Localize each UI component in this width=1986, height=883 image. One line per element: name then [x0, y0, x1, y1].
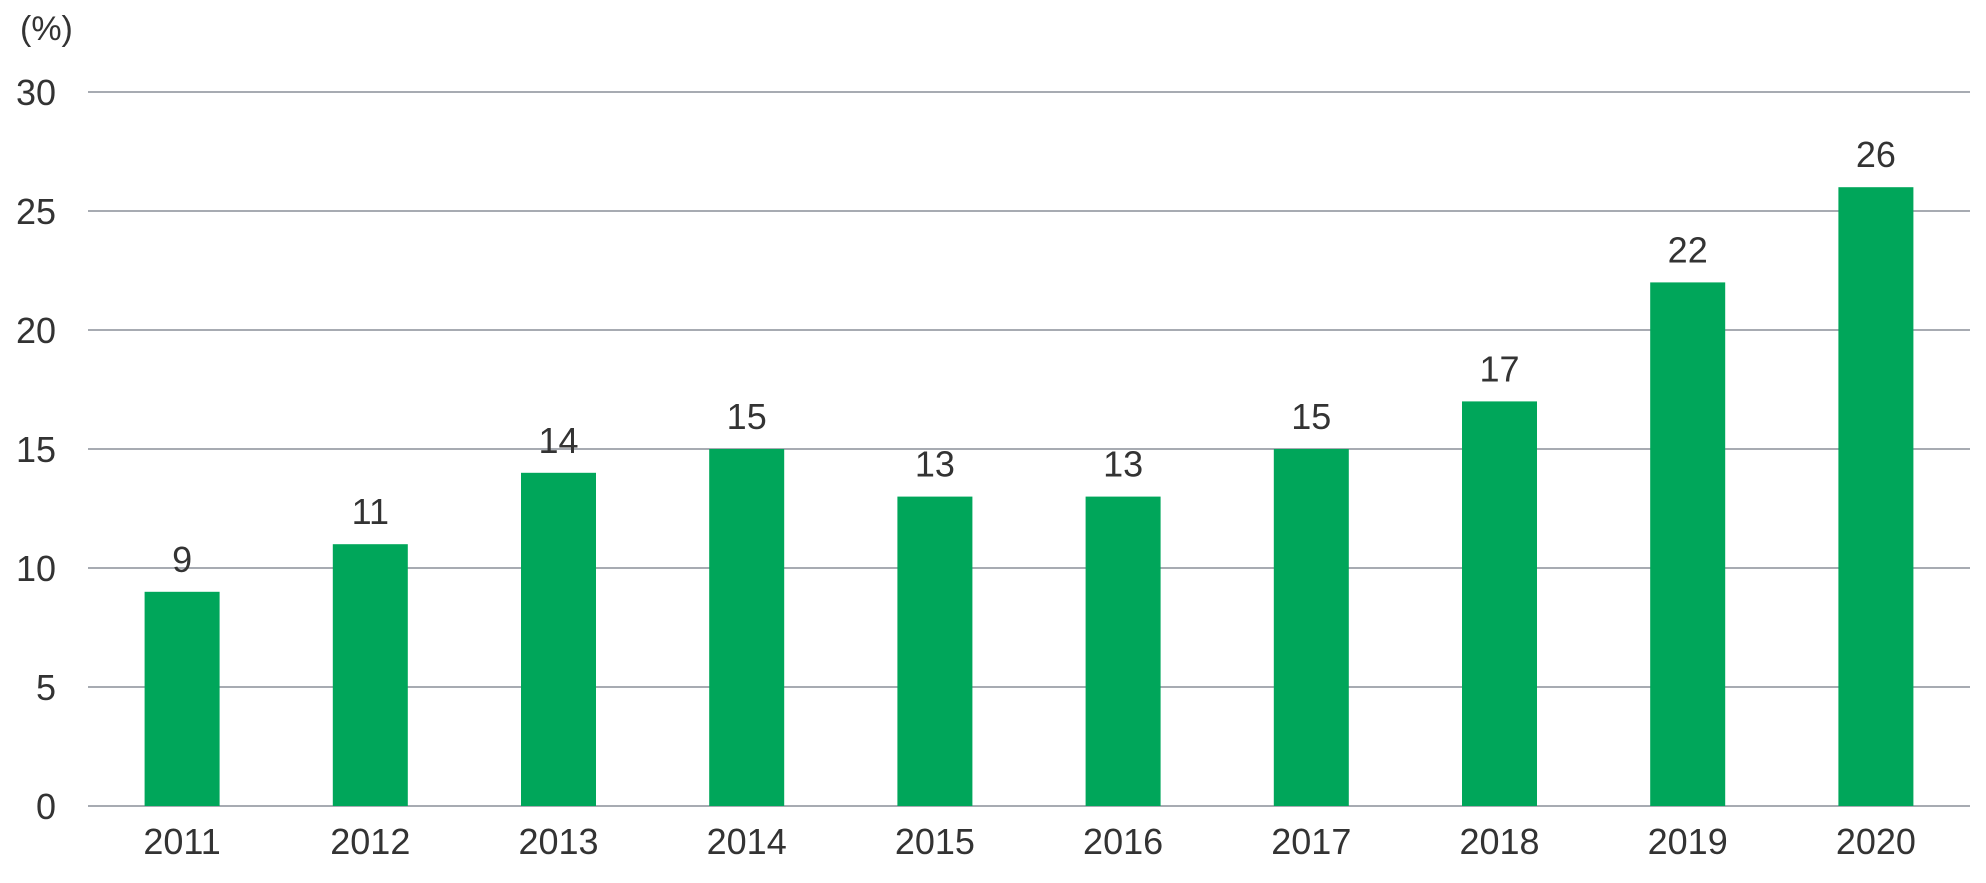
bars	[144, 187, 1914, 806]
y-axis-tick-labels: 0 5 10 15 20 25 30	[16, 72, 56, 827]
data-label: 9	[172, 539, 192, 580]
x-tick-label: 2011	[143, 821, 220, 862]
data-label: 11	[352, 491, 389, 532]
bar-2014	[709, 449, 785, 806]
data-label: 13	[915, 444, 955, 485]
data-labels: 9 11 14 15 13 13 15 17 22 26	[172, 134, 1896, 580]
bar-2019	[1650, 282, 1726, 806]
x-tick-label: 2012	[330, 821, 410, 862]
y-tick-label: 0	[36, 786, 56, 827]
y-tick-label: 15	[16, 429, 56, 470]
bar-2017	[1273, 449, 1349, 806]
y-tick-label: 20	[16, 310, 56, 351]
y-axis-unit-label: (%)	[20, 10, 73, 48]
bar-2020	[1838, 187, 1914, 806]
y-tick-label: 10	[16, 548, 56, 589]
y-tick-label: 30	[16, 72, 56, 113]
x-tick-label: 2015	[895, 821, 975, 862]
bar-2013	[521, 472, 596, 806]
data-label: 22	[1668, 229, 1708, 270]
x-tick-label: 2020	[1836, 821, 1916, 862]
x-tick-label: 2013	[518, 821, 598, 862]
data-label: 26	[1856, 134, 1896, 175]
data-label: 13	[1103, 444, 1143, 485]
bar-2015	[897, 496, 973, 806]
data-label: 17	[1479, 348, 1519, 389]
bar-2012	[332, 544, 408, 806]
data-label: 15	[1291, 396, 1331, 437]
x-tick-label: 2019	[1648, 821, 1728, 862]
x-tick-label: 2016	[1083, 821, 1163, 862]
bar-2018	[1462, 401, 1537, 806]
data-label: 14	[538, 420, 578, 461]
bar-2016	[1085, 496, 1161, 806]
x-axis-tick-labels: 2011 2012 2013 2014 2015 2016 2017 2018 2019 2020	[143, 821, 1916, 862]
bar-2011	[144, 591, 220, 806]
x-tick-label: 2017	[1271, 821, 1351, 862]
y-tick-label: 25	[16, 191, 56, 232]
data-label: 15	[727, 396, 767, 437]
x-tick-label: 2014	[707, 821, 787, 862]
x-tick-label: 2018	[1459, 821, 1539, 862]
y-tick-label: 5	[36, 667, 56, 708]
